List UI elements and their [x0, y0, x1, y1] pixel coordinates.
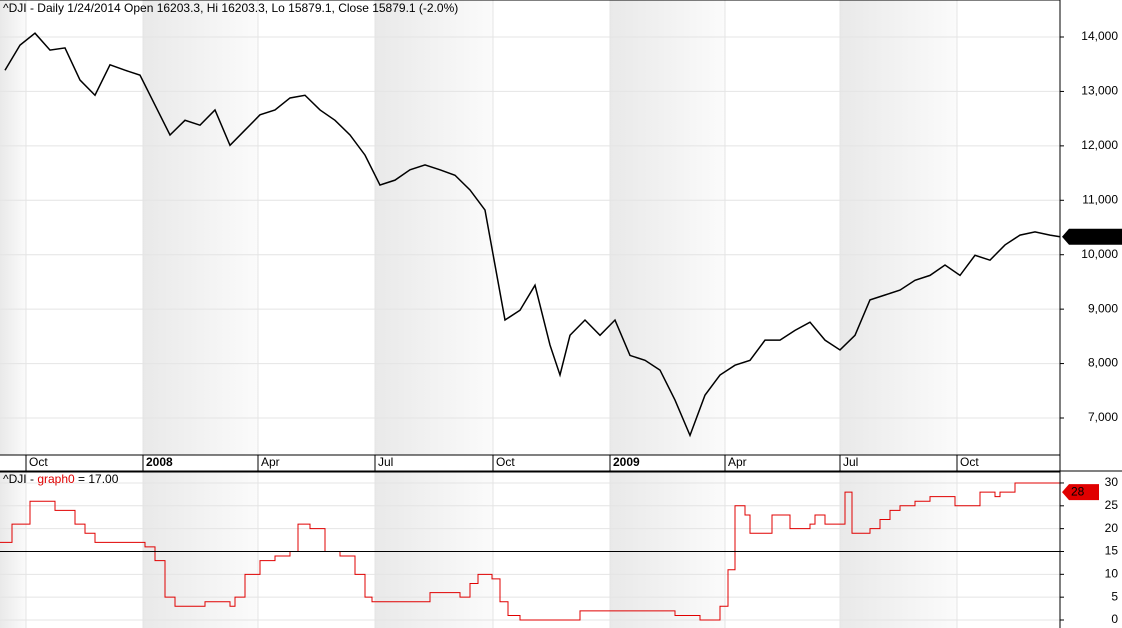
x-tick-label: 2009: [613, 455, 640, 469]
time-band: [143, 472, 258, 628]
pane-title: ^DJI - graph0 = 17.00: [3, 472, 119, 486]
y-tick-label: 10: [1105, 566, 1119, 580]
price-title: ^DJI - Daily 1/24/2014 Open 16203.3, Hi …: [3, 1, 458, 15]
price-line: [4, 32, 1061, 438]
pane-title-part: ^DJI -: [3, 472, 34, 486]
y-tick-label: 25: [1105, 498, 1119, 512]
last-value-tag: [1062, 484, 1099, 501]
y-tick-label: 5: [1111, 589, 1118, 603]
time-band: [840, 0, 957, 455]
y-tick-label: 30: [1105, 475, 1119, 489]
last-value-label: 28: [1071, 484, 1085, 498]
x-tick-label: Apr: [728, 455, 747, 469]
x-tick-label: Jul: [843, 455, 858, 469]
y-tick-label: 10,000: [1081, 247, 1118, 261]
pane-title-part: = 17.00: [78, 472, 119, 486]
y-tick-label: 7,000: [1088, 410, 1118, 424]
pane-title-part: graph0: [37, 472, 75, 486]
y-tick-label: 0: [1111, 612, 1118, 626]
y-tick-label: 11,000: [1082, 192, 1118, 206]
last-value-label: 10,328.9: [1071, 229, 1118, 243]
y-tick-label: 15: [1105, 544, 1119, 558]
time-band: [143, 0, 258, 455]
y-tick-label: 14,000: [1081, 29, 1118, 43]
time-band: [375, 472, 493, 628]
x-tick-label: Jul: [378, 455, 393, 469]
indicator-line: [0, 482, 1061, 621]
time-band: [0, 472, 26, 628]
time-band: [0, 0, 26, 455]
y-tick-label: 8,000: [1088, 356, 1118, 370]
x-tick-label: Oct: [960, 455, 979, 469]
x-tick-label: Oct: [496, 455, 515, 469]
x-tick-label: 2008: [146, 455, 173, 469]
time-band: [610, 0, 725, 455]
y-tick-label: 20: [1105, 521, 1119, 535]
last-value-tag: [1062, 228, 1122, 245]
x-tick-label: Apr: [261, 455, 280, 469]
y-tick-label: 12,000: [1081, 138, 1118, 152]
x-tick-label: Oct: [29, 455, 48, 469]
y-tick-label: 13,000: [1081, 84, 1118, 98]
y-tick-label: 9,000: [1088, 301, 1118, 315]
time-band: [840, 472, 957, 628]
time-band: [610, 472, 725, 628]
time-band: [375, 0, 493, 455]
